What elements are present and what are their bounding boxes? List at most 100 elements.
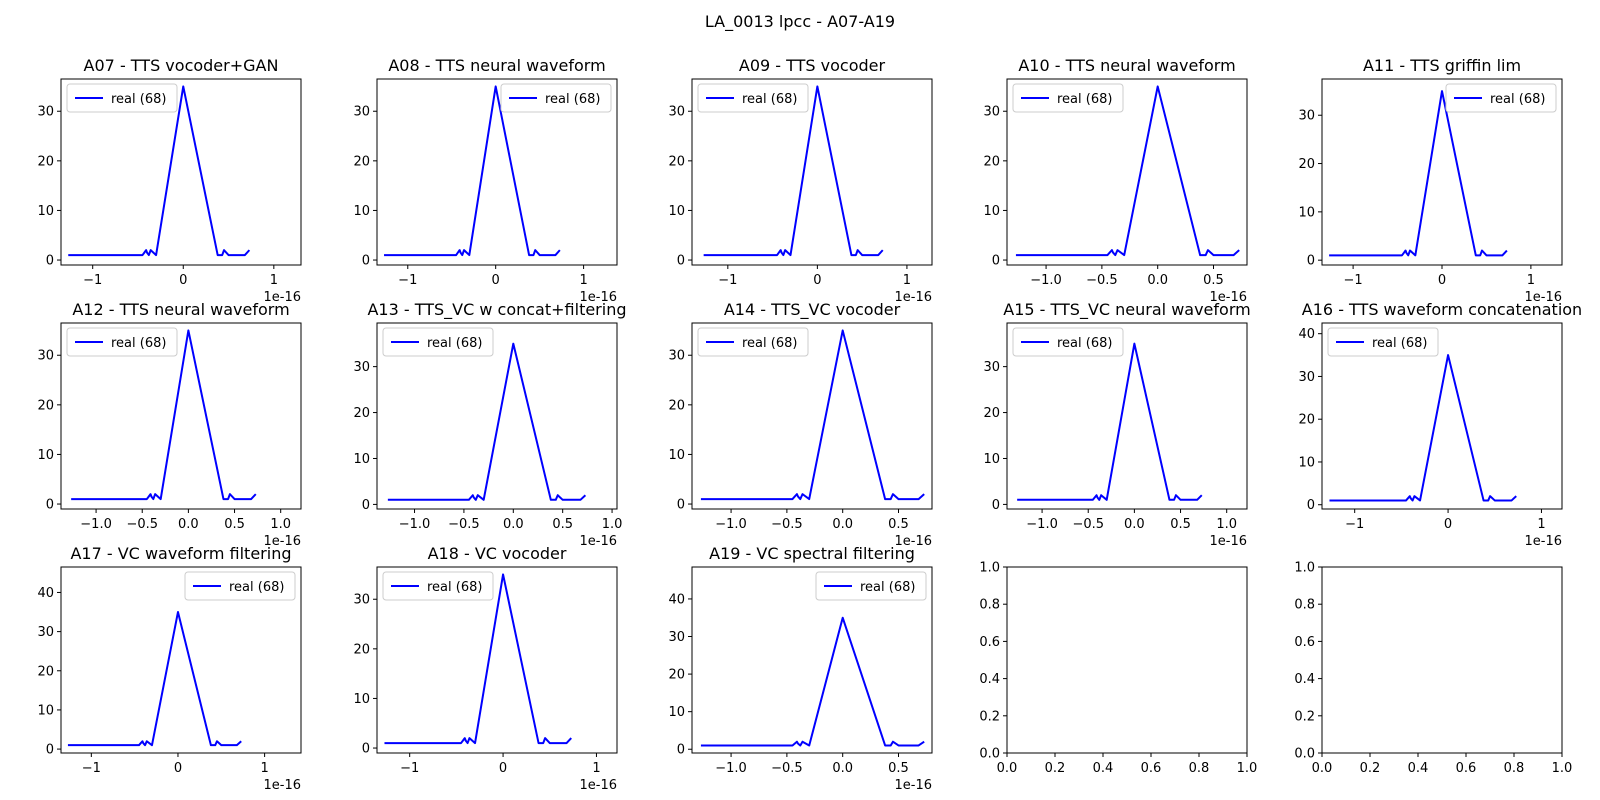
x-tick-label: 1 (260, 761, 268, 776)
x-tick-label: −1.0 (715, 761, 747, 776)
series-line (1329, 90, 1508, 257)
subplot-title: A13 - TTS_VC w concat+filtering (367, 300, 626, 320)
x-tick-label: 0.2 (1360, 761, 1381, 776)
y-tick-label: 0 (46, 254, 54, 269)
x-tick-label: −1 (82, 761, 101, 776)
y-tick-label: 20 (1298, 413, 1315, 428)
x-tick-label: 0 (813, 273, 821, 288)
subplot-6: A12 - TTS neural waveform −1.0 −0.5 0.0 0.5 1… (37, 300, 302, 549)
x-tick-label: 0.5 (888, 517, 909, 532)
subplot-title: A08 - TTS neural waveform (388, 56, 605, 75)
legend-box (1445, 83, 1557, 113)
series-line (1329, 354, 1517, 502)
x-tick-label: −0.5 (1086, 273, 1118, 288)
legend: real (68) (1327, 327, 1439, 357)
axes-frame (691, 322, 933, 510)
x-tick-label: 0.5 (224, 517, 245, 532)
y-tick-label: 40 (1298, 327, 1315, 342)
y-tick-label: 0.2 (979, 709, 1000, 724)
y-tick-label: 30 (1298, 109, 1315, 124)
x-offset-text: 1e-16 (579, 534, 617, 549)
x-offset-text: 1e-16 (263, 534, 301, 549)
axes-frame (691, 566, 933, 754)
series-line (384, 573, 572, 745)
y-tick-label: 10 (668, 204, 685, 219)
axes-frame (691, 78, 933, 266)
y-tick-label: 20 (983, 406, 1000, 421)
y-tick-label: 0 (1307, 254, 1315, 269)
legend-label: real (68) (545, 92, 600, 107)
x-offset-text: 1e-16 (1524, 290, 1562, 305)
y-tick-label: 20 (37, 154, 54, 169)
legend-label: real (68) (427, 336, 482, 351)
y-tick-label: 30 (353, 360, 370, 375)
subplot-8: A14 - TTS_VC vocoder −1.0 −0.5 0.0 0.5 0 10 20 3… (668, 300, 933, 549)
x-tick-label: 0.5 (552, 517, 573, 532)
legend-label: real (68) (1057, 92, 1112, 107)
legend: real (68) (815, 571, 927, 601)
y-tick-label: 0.8 (1294, 598, 1315, 613)
legend-box (66, 83, 178, 113)
x-tick-label: −0.5 (1072, 517, 1104, 532)
legend-label: real (68) (742, 336, 797, 351)
x-tick-label: 0.8 (1189, 761, 1210, 776)
y-tick-label: 0 (992, 254, 1000, 269)
x-tick-label: 0 (492, 273, 500, 288)
series-line (68, 85, 251, 257)
x-tick-label: −1 (1344, 273, 1363, 288)
legend: real (68) (184, 571, 296, 601)
y-tick-label: 0 (992, 498, 1000, 513)
x-tick-label: −1.0 (715, 517, 747, 532)
y-tick-label: 10 (37, 204, 54, 219)
x-tick-label: −0.5 (448, 517, 480, 532)
y-tick-label: 10 (37, 703, 54, 718)
subplot-7: A13 - TTS_VC w concat+filtering −1.0 −0.5 0… (353, 300, 626, 549)
legend-label: real (68) (229, 580, 284, 595)
x-tick-label: 0.4 (1408, 761, 1429, 776)
y-tick-label: 0 (677, 498, 685, 513)
x-offset-text: 1e-16 (894, 778, 932, 793)
legend-label: real (68) (1372, 336, 1427, 351)
axes-frame (1321, 322, 1563, 510)
y-tick-label: 0 (362, 254, 370, 269)
y-tick-label: 30 (37, 349, 54, 364)
x-offset-text: 1e-16 (579, 290, 617, 305)
x-tick-label: 0 (499, 761, 507, 776)
y-tick-label: 0.6 (979, 635, 1000, 650)
x-tick-label: 0.6 (1141, 761, 1162, 776)
y-tick-label: 10 (1298, 455, 1315, 470)
x-tick-label: 0.0 (997, 761, 1018, 776)
legend-box (382, 571, 494, 601)
x-tick-label: 1.0 (1552, 761, 1573, 776)
legend: real (68) (66, 327, 178, 357)
subplot-10: A16 - TTS waveform concatenation−1 0 10102… (1298, 300, 1582, 549)
series-line (67, 611, 242, 747)
subplot-2: A08 - TTS neural waveform−1 0 101020301e-1… (353, 56, 618, 305)
y-tick-label: 0 (677, 254, 685, 269)
x-tick-label: −1 (398, 273, 417, 288)
subplot-title: A16 - TTS waveform concatenation (1302, 300, 1582, 319)
subplot-title: A10 - TTS neural waveform (1018, 56, 1235, 75)
x-tick-label: 0.4 (1093, 761, 1114, 776)
x-tick-label: 0 (174, 761, 182, 776)
y-tick-label: 30 (983, 105, 1000, 120)
y-tick-label: 20 (353, 642, 370, 657)
x-tick-label: 1 (592, 761, 600, 776)
series-line (384, 85, 561, 257)
x-offset-text: 1e-16 (1524, 534, 1562, 549)
y-tick-label: 10 (37, 448, 54, 463)
x-tick-label: 0.0 (832, 761, 853, 776)
y-tick-label: 20 (668, 398, 685, 413)
x-tick-label: 0.5 (1203, 273, 1224, 288)
y-tick-label: 30 (353, 593, 370, 608)
axes-frame (376, 78, 618, 266)
subplot-9: A15 - TTS_VC neural waveform −1.0 −0.5 0.0 0… (983, 300, 1250, 549)
y-tick-label: 0 (1307, 498, 1315, 513)
legend: real (68) (382, 571, 494, 601)
axes-frame (1006, 566, 1248, 754)
y-tick-label: 0 (677, 743, 685, 758)
x-tick-label: 0 (179, 273, 187, 288)
x-tick-label: 0.8 (1504, 761, 1525, 776)
